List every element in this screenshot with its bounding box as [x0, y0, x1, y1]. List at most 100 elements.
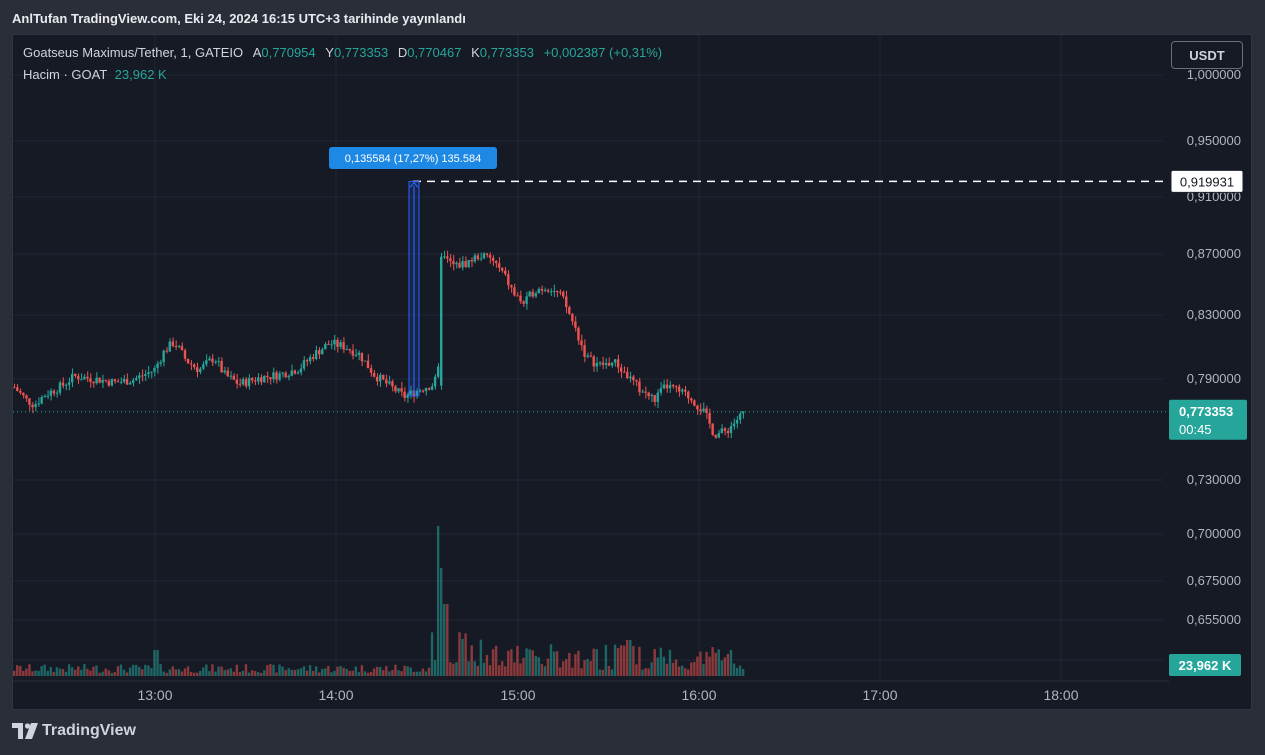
candle-body [616, 359, 620, 368]
candle-body [113, 379, 117, 382]
volume-bar [577, 650, 580, 676]
candle-body [714, 434, 717, 438]
candle-body [400, 388, 403, 392]
volume-bar [266, 665, 269, 676]
volume-bar [497, 665, 501, 676]
volume-bar [232, 671, 235, 676]
volume-bar [357, 672, 361, 676]
volume-bar [330, 672, 333, 676]
chart-pane[interactable]: 0,135584 (17,27%) 135.584 1,000000 0,9500… [12, 34, 1252, 710]
volume-bar [418, 671, 422, 676]
volume-bar [116, 666, 120, 676]
candle-body [174, 345, 178, 347]
volume-bar [699, 651, 702, 676]
candle-body [382, 374, 385, 380]
last-price-label: 0,773353 [1179, 404, 1233, 419]
candle-body [409, 390, 412, 395]
volume-bar [391, 669, 394, 676]
candle-body [455, 262, 458, 265]
volume-bar [711, 647, 714, 676]
volume-bar [138, 666, 141, 676]
candle-body [702, 408, 705, 412]
price-tick-label: 0,950000 [1187, 133, 1241, 148]
volume-bar [80, 669, 83, 676]
candle-body [504, 270, 507, 275]
volume-bar [64, 671, 68, 676]
candle-body [55, 392, 59, 394]
candle-body [610, 362, 614, 366]
volume-bar [543, 666, 547, 676]
candle-body [296, 372, 300, 374]
volume-bar [595, 649, 598, 676]
candle-body [64, 384, 68, 386]
volume-bar [491, 649, 495, 676]
candle-body [558, 291, 562, 293]
legend-symbol[interactable]: Goatseus Maximus/Tether, 1, GATEIO [23, 45, 244, 60]
candle-body [144, 374, 147, 376]
legend-volume: Hacim · GOAT 23,962 K [23, 67, 167, 82]
candle-body [388, 381, 391, 384]
volume-bar [665, 663, 669, 676]
volume-bar [589, 660, 592, 676]
candle-body [98, 377, 101, 383]
candle-body [641, 391, 644, 393]
candle-body [13, 387, 16, 389]
candle-body [421, 390, 425, 392]
volume-bar [174, 669, 178, 676]
volume-bar [28, 664, 31, 676]
candle-body [278, 373, 281, 380]
volume-bar [619, 645, 623, 676]
candle-body [311, 357, 315, 359]
volume-bar [177, 669, 181, 676]
currency-button[interactable]: USDT [1171, 41, 1243, 69]
price-chart[interactable]: 0,135584 (17,27%) 135.584 1,000000 0,9500… [13, 35, 1252, 710]
volume-bar [653, 649, 656, 676]
candle-body [348, 349, 351, 351]
volume-bar [22, 670, 25, 676]
candle-body [58, 382, 62, 393]
candle-body [485, 253, 489, 255]
volume-bar [366, 672, 370, 676]
candle-body [104, 379, 107, 381]
candle-body [52, 390, 56, 394]
candle-body [220, 360, 223, 373]
volume-bar [119, 664, 123, 676]
legend-ohlc: Goatseus Maximus/Tether, 1, GATEIO A0,77… [23, 45, 662, 60]
candle-body [601, 362, 605, 365]
volume-bar [449, 662, 452, 676]
volume-bar [324, 668, 327, 676]
candle-body [684, 389, 687, 392]
volume-bar [58, 668, 62, 676]
candle-body [293, 370, 296, 374]
candle-body [372, 372, 376, 377]
candle-body [22, 392, 25, 396]
candle-body [135, 378, 138, 381]
candle-body [305, 360, 309, 362]
volume-bar [424, 671, 428, 676]
volume-bar [333, 670, 336, 676]
candle-body [565, 296, 568, 308]
candle-body [440, 256, 443, 386]
volume-bar [208, 671, 211, 676]
candle-body [40, 397, 43, 404]
volume-badge [1169, 654, 1241, 676]
candle-body [281, 372, 284, 374]
volume-bar [104, 668, 107, 676]
candle-body [571, 313, 574, 322]
volume-bar [690, 662, 693, 676]
volume-bar [504, 666, 507, 676]
candle-body [223, 370, 226, 373]
candle-body [510, 285, 513, 288]
candle-body [284, 372, 287, 378]
volume-bar [534, 655, 537, 676]
volume-bar [354, 666, 357, 676]
volume-bar [394, 664, 397, 676]
candle-body [150, 371, 153, 373]
candle-body [302, 360, 306, 369]
volume-label[interactable]: Hacim · GOAT [23, 67, 108, 82]
volume-bar [308, 665, 312, 676]
volume-bar [165, 672, 168, 676]
volume-bar [616, 648, 620, 676]
volume-bar [229, 668, 232, 676]
candle-body [497, 263, 501, 268]
